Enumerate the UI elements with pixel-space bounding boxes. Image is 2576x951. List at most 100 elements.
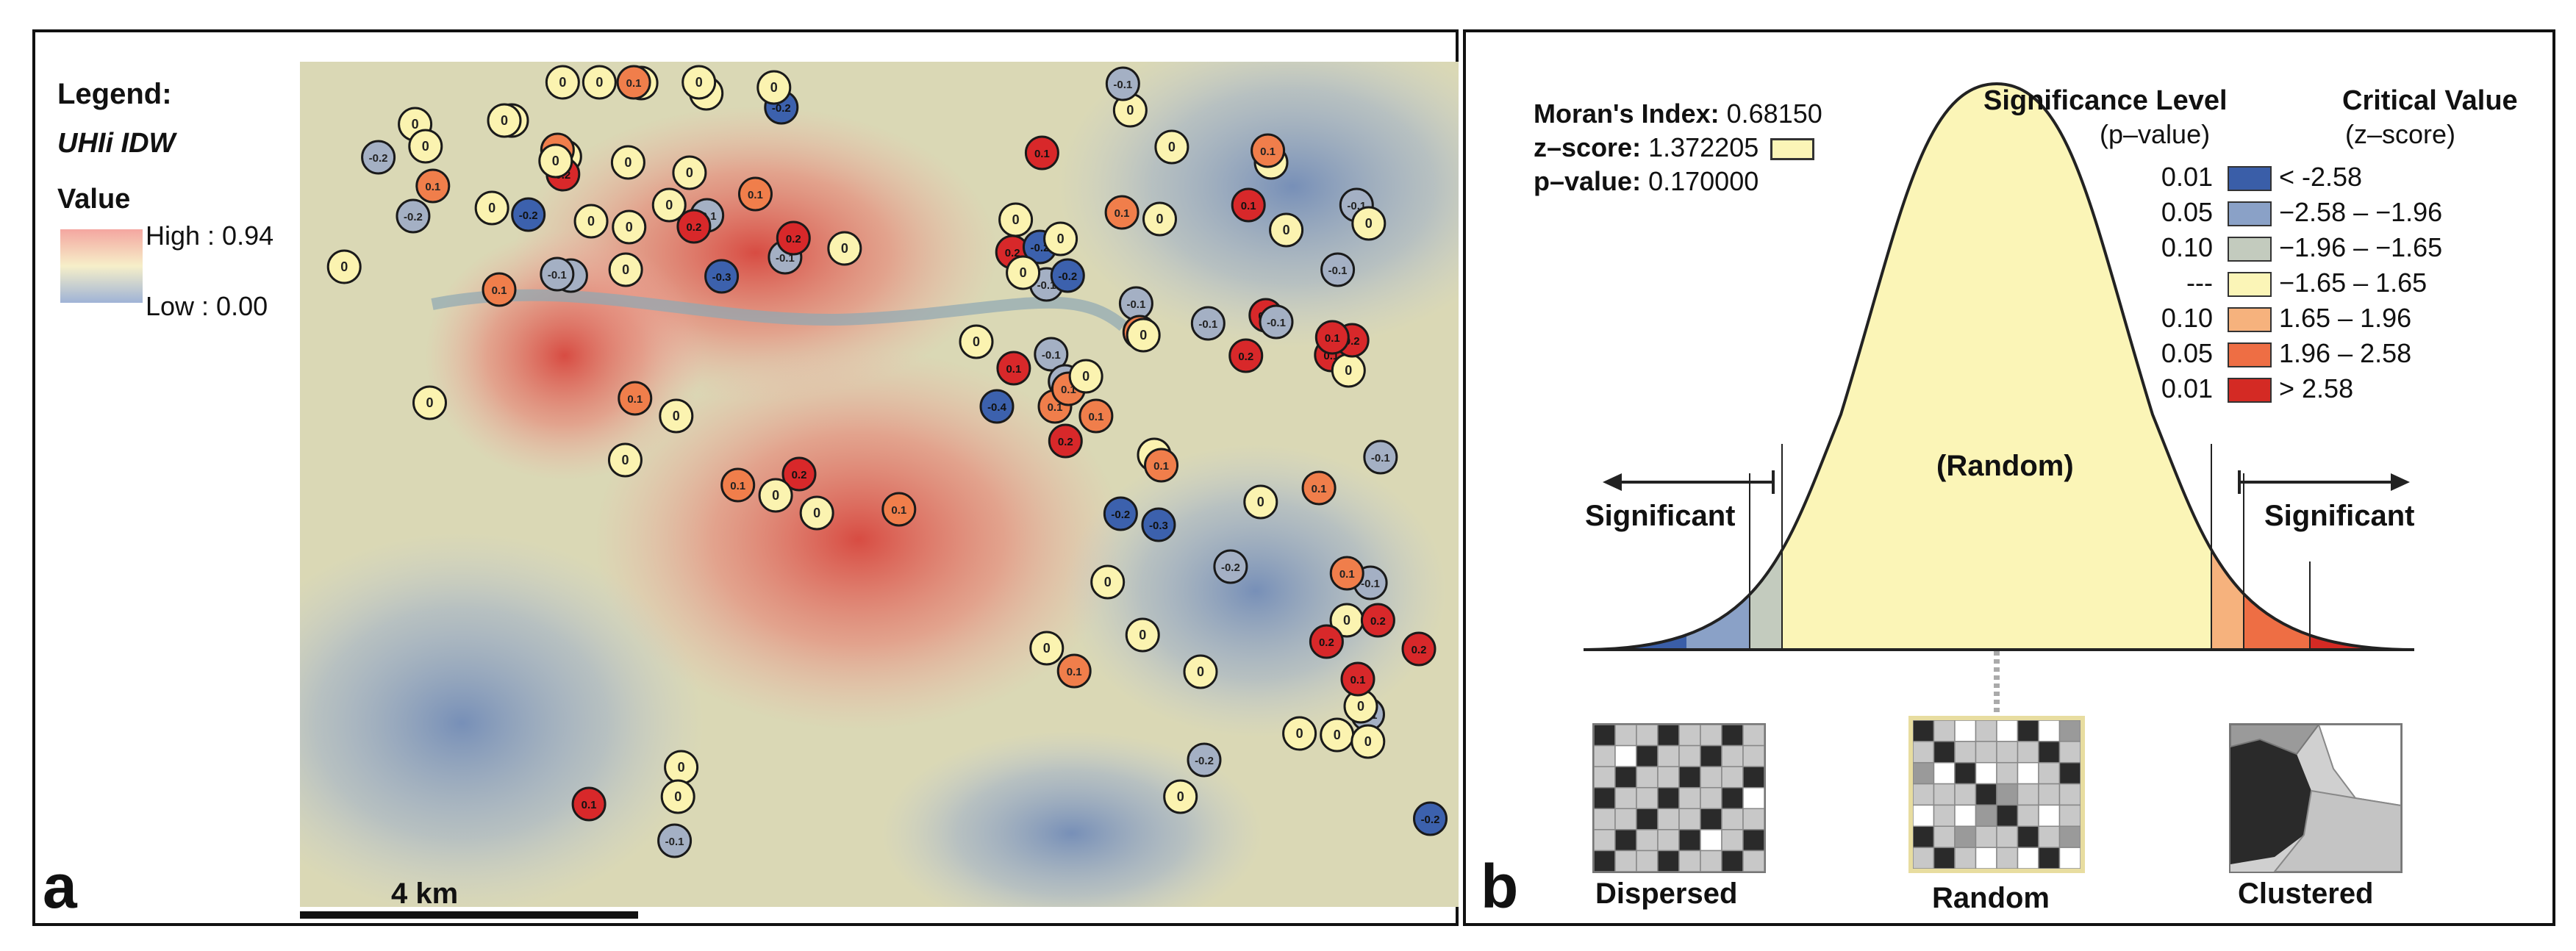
map-marker: 0 xyxy=(1006,255,1041,290)
map-marker: 0 xyxy=(998,202,1034,237)
map-marker-value: 0.2 xyxy=(1005,247,1020,259)
map-marker-value: 0.1 xyxy=(730,480,745,492)
map-marker-value: 0 xyxy=(622,262,629,277)
mosaic-cell xyxy=(2038,741,2061,764)
map-marker: -0.1 xyxy=(1320,252,1356,287)
map-marker-circle xyxy=(545,65,580,100)
map-marker: -0.1 xyxy=(1118,286,1153,321)
map-marker: -0.1 xyxy=(1190,306,1226,341)
map-marker: -0.2 xyxy=(1213,549,1248,584)
mosaic-cell xyxy=(1636,829,1659,852)
map-marker-value: 0 xyxy=(841,241,848,256)
map-marker-value: 0 xyxy=(624,155,632,170)
mosaic-cell xyxy=(1912,783,1935,806)
map-marker: -0.1 xyxy=(1363,439,1398,475)
legend-row: --- −1.65 – 1.65 xyxy=(2142,268,2554,300)
mosaic-cell xyxy=(1954,719,1977,742)
map-marker-value: -0.1 xyxy=(1328,265,1348,277)
map-marker-circle xyxy=(1034,337,1069,372)
mosaic-cell xyxy=(1593,766,1616,789)
mosaic-cell xyxy=(1975,847,1997,869)
map-marker-circle xyxy=(758,478,793,513)
map-marker: 0 xyxy=(758,478,793,513)
map-marker: 0.2 xyxy=(1228,338,1264,373)
map-marker: 0 xyxy=(487,103,522,138)
map-marker: -0.3 xyxy=(1141,507,1176,542)
mosaic-cell xyxy=(1954,741,1977,764)
map-marker: -0.1 xyxy=(1259,304,1294,340)
map-marker-value: 0 xyxy=(426,395,433,410)
map-marker: -0.2 xyxy=(1103,496,1138,531)
map-marker: -0.1 xyxy=(657,823,693,858)
hotspot-center xyxy=(594,348,1123,731)
map-marker-value: -0.2 xyxy=(1421,814,1440,826)
map-marker: -0.2 xyxy=(361,140,396,175)
clustered-pattern xyxy=(2230,724,2402,872)
map-marker-circle xyxy=(1125,617,1160,653)
map-marker-value: 0.1 xyxy=(748,189,763,201)
mosaic-cell xyxy=(1975,741,1997,764)
map-marker: 0 xyxy=(1068,359,1103,394)
mosaic-cell xyxy=(1678,829,1701,852)
legend-z-range: 1.96 – 2.58 xyxy=(2279,338,2412,368)
map-marker-circle xyxy=(1141,507,1176,542)
map-marker-value: -0.2 xyxy=(772,102,791,115)
map-marker-circle xyxy=(1154,129,1189,165)
map-marker: 0 xyxy=(1243,484,1278,520)
map-marker-value: 0.1 xyxy=(1339,568,1355,581)
mosaic-cell xyxy=(1636,744,1659,767)
map-marker-value: -0.2 xyxy=(404,211,423,223)
mosaic-cell xyxy=(1996,847,2019,869)
mosaic-cell xyxy=(1933,804,1956,828)
mosaic-cell xyxy=(1636,786,1659,810)
normal-curve-outline xyxy=(1583,82,2415,651)
clustered-thumbnail xyxy=(2229,723,2403,873)
map-marker-value: 0 xyxy=(1104,575,1112,589)
map-marker: 0 xyxy=(1351,206,1387,241)
mosaic-cell xyxy=(1657,724,1680,747)
mosaic-cell xyxy=(1700,744,1722,767)
panel-label-b: b xyxy=(1481,852,1519,921)
mosaic-cell xyxy=(1614,808,1637,830)
mosaic-cell xyxy=(1912,741,1935,764)
legend-p-value: --- xyxy=(2186,268,2213,298)
map-marker-circle xyxy=(396,198,431,234)
map-marker-value: -0.3 xyxy=(712,271,731,284)
map-marker-circle xyxy=(538,143,573,179)
map-marker: 0.1 xyxy=(1144,448,1179,483)
map-marker-circle xyxy=(979,389,1015,424)
map-marker-circle xyxy=(1006,255,1041,290)
coldspot-northeast xyxy=(1057,25,1528,348)
map-marker-value: 0 xyxy=(621,453,629,467)
map-marker-circle xyxy=(1360,603,1395,638)
mosaic-cell xyxy=(1614,744,1637,767)
mosaic-cell xyxy=(1657,850,1680,872)
mosaic-cell xyxy=(1975,761,1997,785)
map-marker-value: 0 xyxy=(772,488,779,503)
mosaic-cell xyxy=(1721,829,1744,852)
map-marker-value: -0.2 xyxy=(519,209,538,222)
map-marker-circle xyxy=(1163,779,1198,814)
legend-z-range: −2.58 – −1.96 xyxy=(2279,197,2443,227)
mosaic-cell xyxy=(2058,719,2081,742)
mosaic-cell xyxy=(1954,847,1977,869)
map-marker: -0.1 xyxy=(1034,337,1069,372)
mosaic-cell xyxy=(1996,719,2019,742)
morans-index-label: Moran's Index: xyxy=(1534,98,1720,129)
mosaic-cell xyxy=(1975,783,1997,806)
map-marker: 0.1 xyxy=(1329,556,1364,591)
mosaic-cell xyxy=(1657,786,1680,810)
map-marker-circle xyxy=(582,65,617,100)
map-marker-circle xyxy=(720,467,756,503)
map-marker-circle xyxy=(1043,221,1078,256)
map-marker: 0 xyxy=(1126,317,1161,353)
map-marker-value: -0.1 xyxy=(776,252,795,265)
map-marker-value: 0 xyxy=(1082,369,1090,384)
map-marker: 0 xyxy=(573,204,609,239)
mosaic-cell xyxy=(2017,719,2039,742)
mosaic-cell xyxy=(1636,850,1659,872)
map-marker-value: 0.1 xyxy=(1312,483,1327,495)
morans-index-value: 0.68150 xyxy=(1726,98,1822,129)
legend-layer-name: UHIi IDW xyxy=(57,128,176,159)
mosaic-cell xyxy=(1678,850,1701,872)
